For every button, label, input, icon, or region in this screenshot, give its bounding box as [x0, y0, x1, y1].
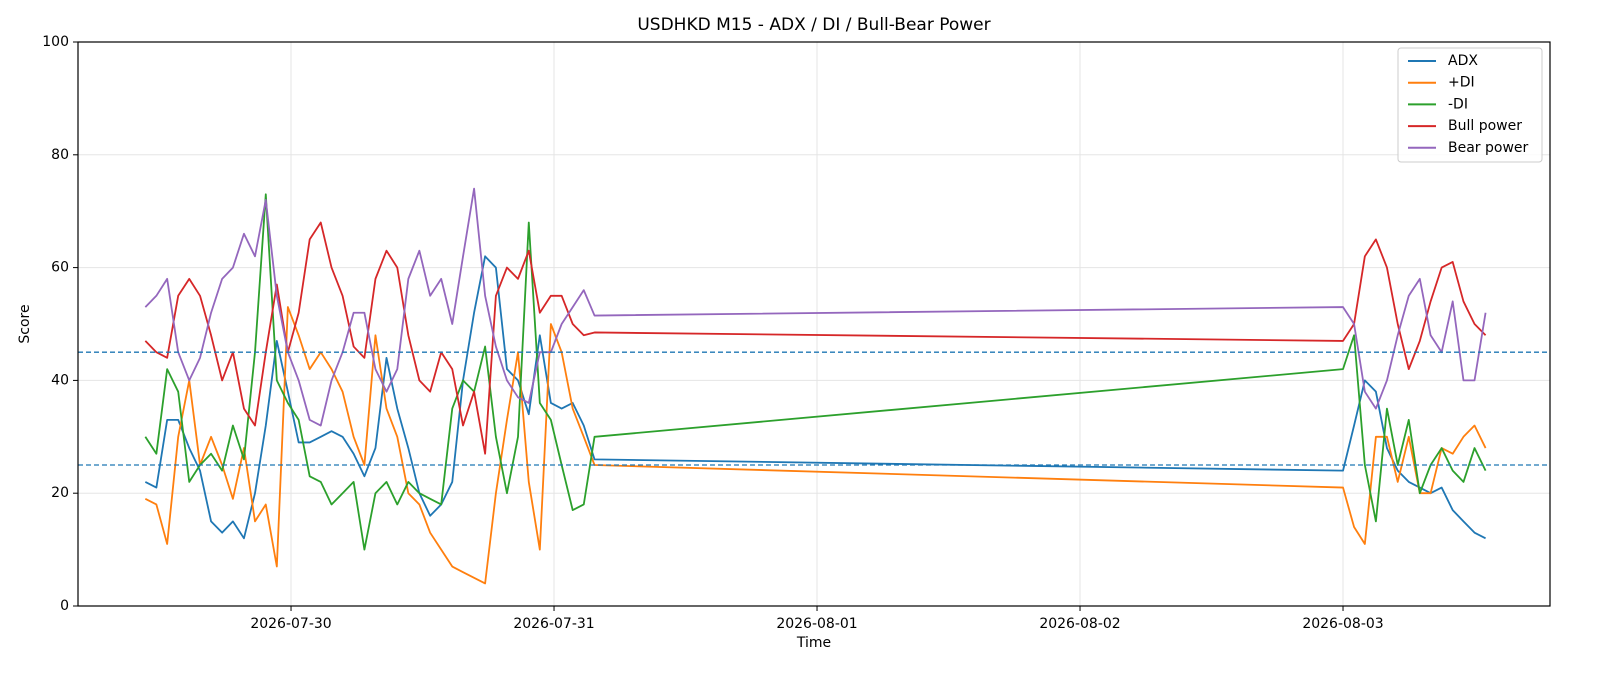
x-tick-label: 2026-07-30	[250, 616, 331, 632]
x-tick-label: 2026-07-31	[513, 616, 594, 632]
y-tick-label: 80	[51, 147, 69, 163]
series-line	[144, 193, 1487, 551]
y-tick-label: 40	[51, 372, 69, 388]
legend-label: +DI	[1448, 75, 1475, 91]
x-tick-label: 2026-08-03	[1302, 616, 1383, 632]
series-line	[144, 306, 1487, 585]
legend-box	[1397, 47, 1543, 163]
legend-label: Bear power	[1448, 140, 1529, 156]
series-line	[144, 221, 1487, 455]
x-axis-label: Time	[796, 635, 831, 651]
series-line	[144, 255, 1486, 540]
x-tick-label: 2026-08-02	[1039, 616, 1120, 632]
y-tick-label: 60	[51, 260, 69, 276]
legend-label: Bull power	[1448, 118, 1522, 134]
legend-label: -DI	[1448, 96, 1468, 112]
plot-frame	[77, 41, 1551, 607]
y-axis-label: Score	[17, 304, 33, 343]
y-tick-label: 20	[51, 485, 69, 501]
y-tick-label: 100	[42, 34, 69, 50]
x-tick-label: 2026-08-01	[776, 616, 857, 632]
chart-title: USDHKD M15 - ADX / DI / Bull-Bear Power	[637, 15, 990, 35]
legend-label: ADX	[1448, 53, 1478, 69]
series-line	[144, 187, 1487, 427]
y-tick-label: 0	[60, 598, 69, 614]
